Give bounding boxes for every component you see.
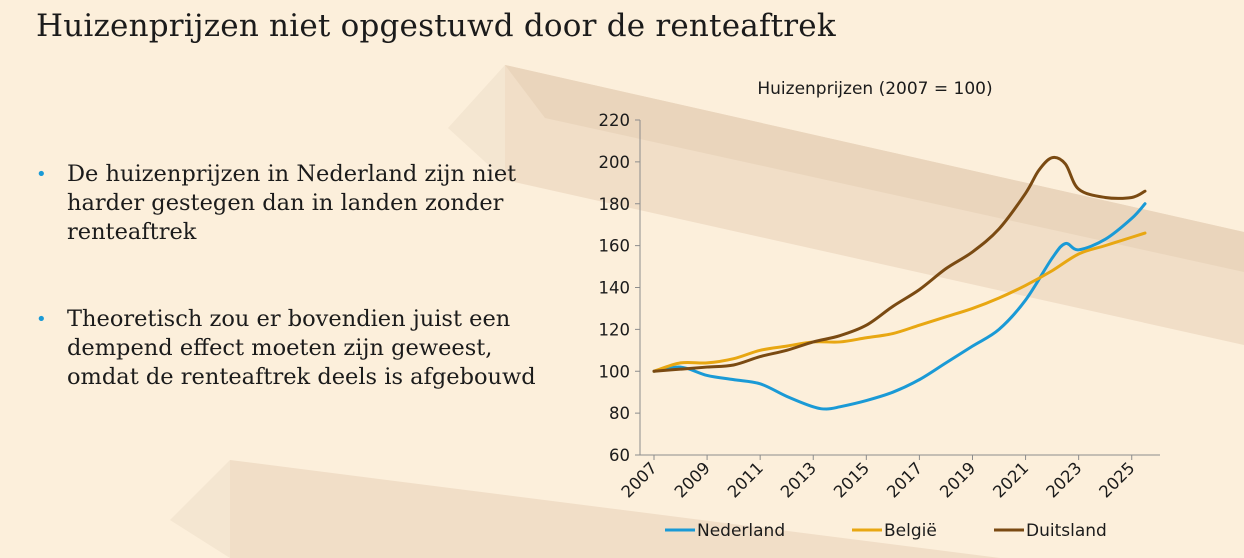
x-tick-label: 2017 — [883, 458, 926, 501]
y-tick-label: 200 — [599, 153, 631, 172]
y-tick-label: 80 — [609, 404, 630, 423]
x-tick-label: 2021 — [989, 458, 1032, 501]
x-tick-label: 2023 — [1042, 458, 1085, 501]
bullet-item: • Theoretisch zou er bovendien juist een… — [36, 305, 566, 392]
chart-series-lines — [652, 155, 1147, 411]
legend-label-belgi: België — [884, 521, 937, 541]
bullet-dot-icon: • — [36, 164, 47, 185]
y-tick-label: 120 — [599, 320, 631, 339]
x-tick-label: 2025 — [1095, 458, 1138, 501]
y-tick-label: 220 — [599, 111, 631, 130]
y-tick-label: 180 — [599, 195, 631, 214]
y-tick-label: 160 — [599, 237, 631, 256]
y-tick-label: 60 — [609, 446, 630, 465]
chart-title: Huizenprijzen (2007 = 100) — [757, 79, 992, 99]
x-tick-label: 2019 — [936, 458, 979, 501]
bullet-list: • De huizenprijzen in Nederland zijn nie… — [36, 160, 566, 392]
bullet-dot-icon: • — [36, 309, 47, 330]
bullet-item: • De huizenprijzen in Nederland zijn nie… — [36, 160, 566, 247]
legend-label-nederland: Nederland — [697, 521, 785, 541]
slide-title: Huizenprijzen niet opgestuwd door de ren… — [36, 8, 836, 44]
x-tick-label: 2011 — [724, 458, 767, 501]
series-line-belgi — [652, 231, 1147, 373]
x-tick-label: 2013 — [777, 458, 820, 501]
chart-legend: Nederland België Duitsland — [665, 521, 1107, 541]
x-tick-label: 2015 — [830, 458, 873, 501]
x-tick-label: 2009 — [671, 458, 714, 501]
bullet-text: De huizenprijzen in Nederland zijn niet … — [67, 161, 517, 245]
series-line-duitsland — [652, 155, 1147, 373]
bullet-text: Theoretisch zou er bovendien juist een d… — [67, 306, 536, 390]
y-tick-label: 100 — [599, 362, 631, 381]
y-tick-label: 140 — [599, 279, 631, 298]
series-line-nederland — [652, 202, 1147, 411]
legend-label-duitsland: Duitsland — [1026, 521, 1107, 541]
